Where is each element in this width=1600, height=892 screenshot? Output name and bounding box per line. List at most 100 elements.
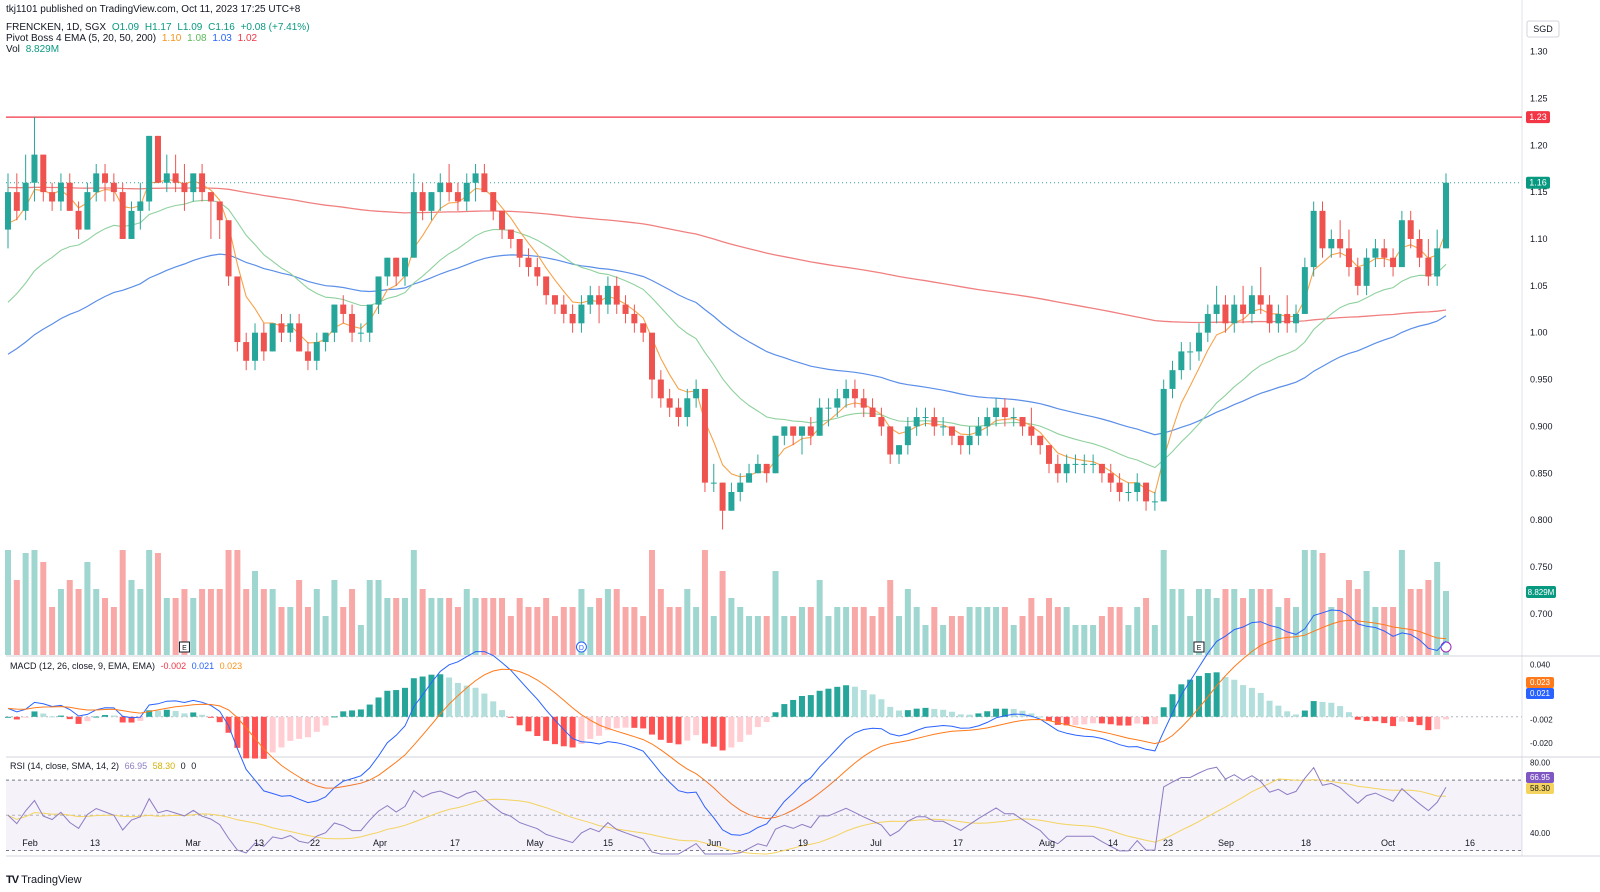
macd-histogram-bar	[304, 716, 311, 738]
volume-bar	[84, 562, 91, 655]
price-tick-label: 1.00	[1530, 328, 1548, 338]
candle-body	[957, 435, 964, 446]
rsi-title[interactable]: RSI (14, close, SMA, 14, 2)	[10, 761, 120, 771]
volume-bar	[516, 598, 523, 655]
candle-body	[966, 435, 973, 446]
macd-histogram-bar	[463, 685, 470, 717]
macd-histogram-bar	[675, 716, 682, 745]
macd-histogram-bar	[1010, 708, 1017, 717]
macd-histogram-bar	[331, 716, 338, 718]
macd-histogram-bar	[878, 699, 885, 717]
macd-histogram-bar	[993, 708, 1000, 717]
publisher-line: tkj1101 published on TradingView.com, Oc…	[6, 4, 301, 15]
volume-bar	[331, 580, 338, 655]
macd-histogram-bar	[1390, 716, 1397, 727]
macd-line	[7, 609, 1447, 836]
macd-histogram-bar	[1195, 675, 1202, 717]
volume-bar	[1372, 607, 1379, 655]
candle-body	[172, 173, 179, 183]
volume-bar	[463, 589, 470, 655]
candle-body	[154, 135, 161, 183]
candle-body	[1107, 473, 1114, 483]
candle-body	[22, 182, 29, 211]
currency-box	[1526, 20, 1560, 38]
volume-bar	[1284, 598, 1291, 655]
candle-body	[31, 154, 38, 183]
macd-hist-value: -0.002	[160, 661, 187, 671]
macd-histogram-bar	[710, 716, 717, 747]
rsi-ma-line	[7, 778, 1447, 855]
candle-body	[1090, 463, 1097, 465]
volume-bar	[1275, 607, 1282, 655]
ema20-value: 1.08	[187, 33, 207, 44]
candle-body	[843, 388, 850, 399]
macd-histogram-bar	[763, 716, 770, 723]
volume-bar	[57, 589, 64, 655]
volume-bar	[578, 589, 585, 655]
candle-body	[313, 342, 320, 361]
macd-histogram-bar	[1046, 716, 1053, 722]
macd-histogram-bar	[904, 710, 911, 717]
ema50-line	[7, 253, 1447, 436]
macd-histogram-bar	[869, 694, 876, 717]
macd-histogram-bar	[252, 716, 259, 759]
volume-bar	[22, 553, 29, 655]
volume-bar	[851, 607, 858, 655]
volume-bar	[269, 589, 276, 655]
macd-title[interactable]: MACD (12, 26, close, 9, EMA, EMA)	[10, 661, 156, 671]
volume-bar	[913, 607, 920, 655]
candle-body	[657, 379, 664, 399]
currency-label: SGD	[1533, 24, 1553, 34]
macd-histogram-bar	[375, 697, 382, 717]
macd-histogram-bar	[1381, 716, 1388, 724]
time-tick-label: 18	[1301, 838, 1311, 848]
time-tick-label: 22	[310, 838, 320, 848]
candle-body	[49, 192, 56, 202]
volume-bar	[860, 607, 867, 655]
macd-histogram-bar	[1081, 716, 1088, 725]
volume-bar	[1125, 625, 1132, 655]
volume-bar	[1098, 616, 1105, 655]
candle-body	[825, 407, 832, 409]
vol-title[interactable]: Vol	[6, 44, 20, 55]
volume-bar	[754, 616, 761, 655]
candle-body	[684, 398, 691, 418]
candle-body	[1328, 238, 1335, 249]
volume-bar	[1328, 607, 1335, 655]
volume-bar	[322, 616, 329, 655]
candle-body	[13, 192, 20, 211]
symbol-name[interactable]: FRENCKEN, 1D, SGX	[6, 22, 107, 33]
volume-bar	[948, 616, 955, 655]
volume-bar	[31, 550, 38, 655]
volume-bar	[119, 550, 126, 655]
tradingview-logo[interactable]: TV TradingView	[6, 874, 82, 886]
macd-histogram-bar	[340, 711, 347, 717]
volume-bar	[613, 589, 620, 655]
signal-tag-label: 0.023	[1530, 678, 1551, 687]
macd-histogram-bar	[1275, 705, 1282, 717]
volume-bar	[163, 598, 170, 655]
candle-body	[710, 482, 717, 484]
macd-histogram-bar	[1407, 716, 1414, 722]
macd-histogram-bar	[1398, 716, 1405, 722]
volume-bar	[604, 589, 611, 655]
volume-bar	[66, 580, 73, 655]
candle-body	[463, 182, 470, 202]
macd-histogram-bar	[437, 674, 444, 717]
macd-histogram-bar	[84, 716, 91, 722]
rsi-ma-tag	[1526, 783, 1554, 794]
rsi-ma-tag-label: 58.30	[1530, 784, 1551, 793]
macd-histogram-bar	[640, 716, 647, 729]
macd-histogram-bar	[1293, 714, 1300, 717]
candle-body	[1363, 257, 1370, 286]
ema-title[interactable]: Pivot Boss 4 EMA (5, 20, 50, 200)	[6, 33, 157, 44]
time-tick-label: 13	[254, 838, 264, 848]
macd-histogram-bar	[163, 709, 170, 717]
macd-histogram-bar	[1063, 716, 1070, 726]
candle-body	[269, 323, 276, 352]
event-marker-label: E	[182, 645, 187, 652]
volume-bar	[1046, 598, 1053, 655]
time-tick-label: Aug	[1039, 838, 1055, 848]
volume-bar	[102, 598, 109, 655]
